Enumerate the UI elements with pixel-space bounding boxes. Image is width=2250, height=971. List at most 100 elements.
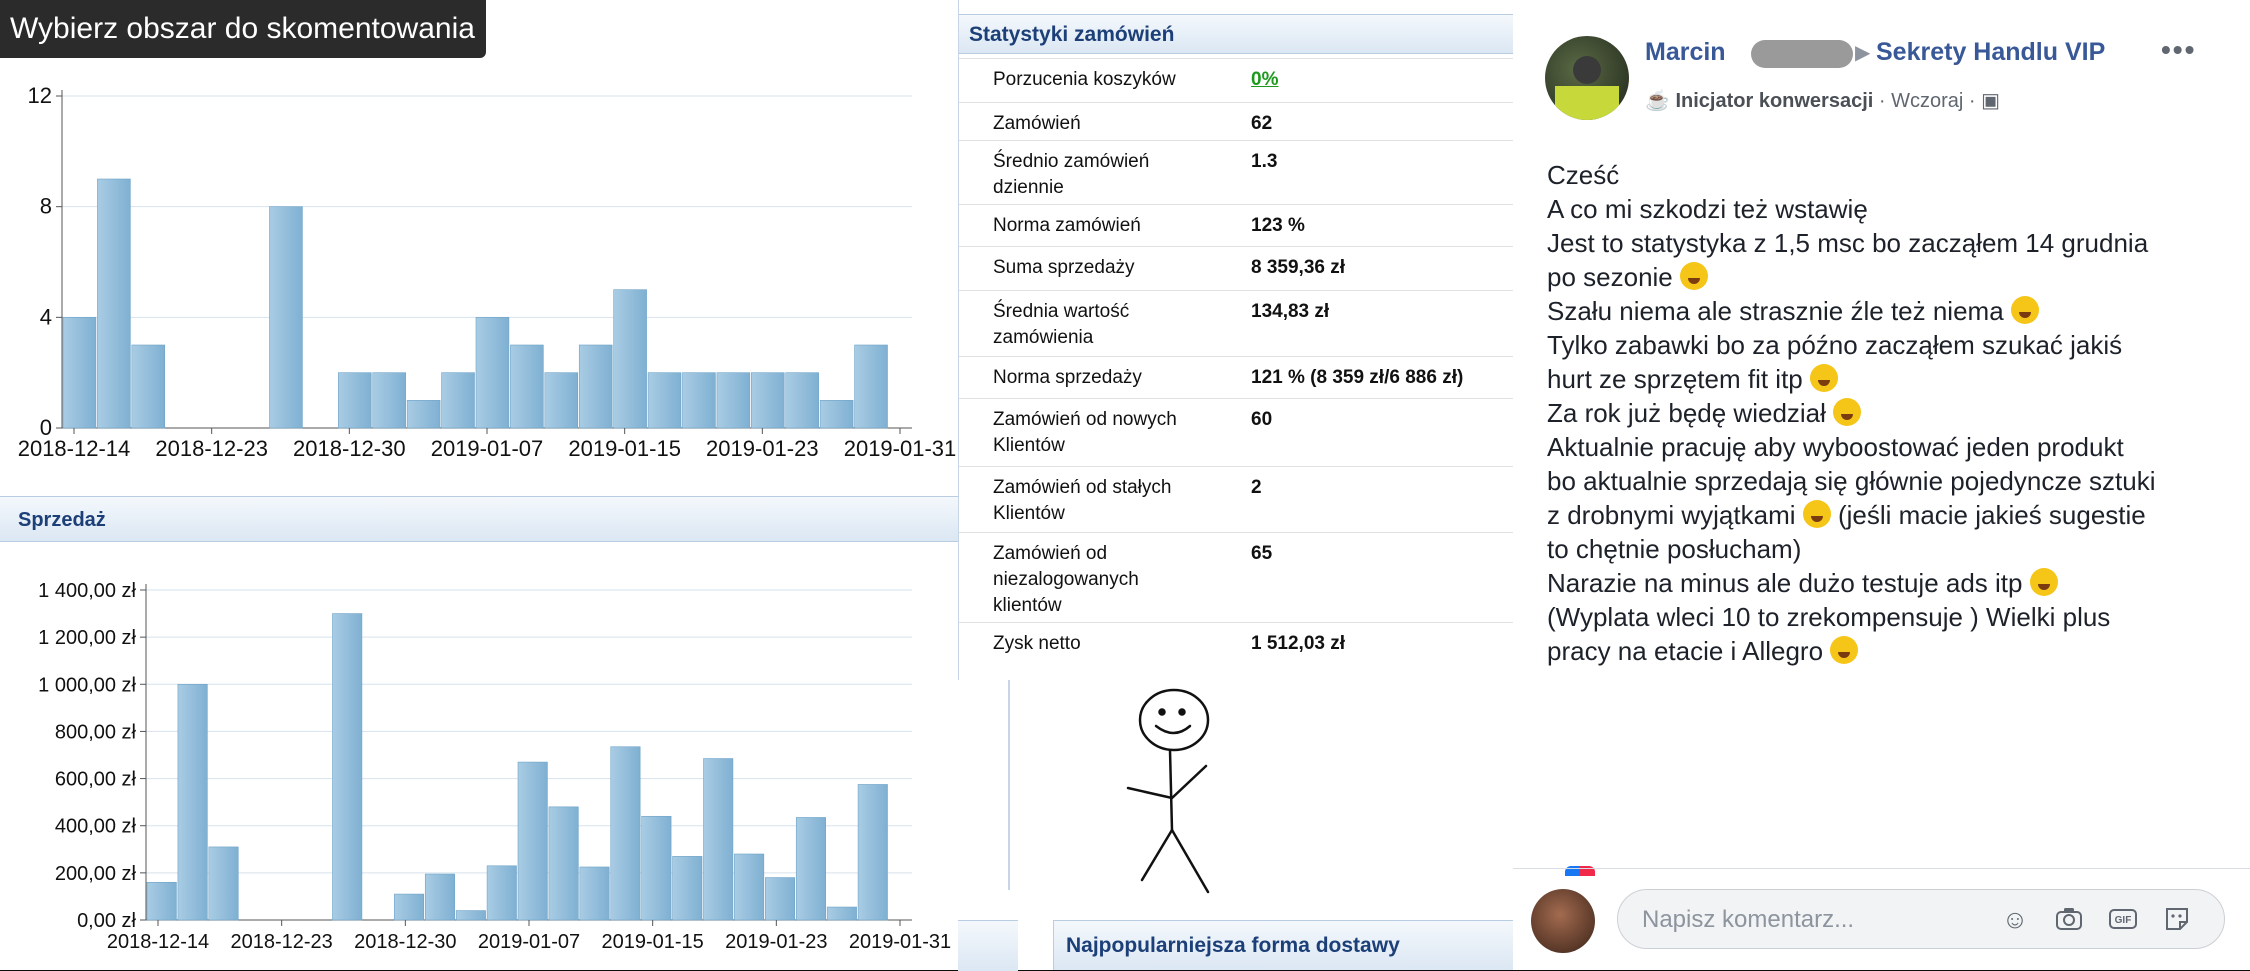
- divider: [1008, 680, 1010, 890]
- post-line: hurt ze sprzętem fit itp: [1547, 362, 2227, 396]
- bar: [475, 317, 510, 429]
- gif-icon[interactable]: GIF: [2106, 902, 2140, 936]
- y-tick-label: 4: [40, 304, 52, 329]
- bar: [455, 910, 486, 921]
- stat-value: 60: [1251, 409, 1273, 430]
- bar: [785, 372, 819, 429]
- bar: [177, 683, 208, 921]
- bar: [332, 613, 363, 921]
- y-tick-label: 1 000,00 zł: [38, 674, 136, 696]
- post-line-text: Szału niema ale strasznie źle też niema: [1547, 296, 2004, 326]
- post-meta: ☕ Inicjator konwersacji · Wczoraj · ▣: [1645, 88, 2000, 113]
- post-line-text: (jeśli macie jakieś sugestie: [1837, 500, 2146, 530]
- x-tick-label: 2019-01-23: [725, 931, 827, 953]
- comment-bar: Napisz komentarz... ☺ GIF: [1513, 868, 2250, 971]
- bar: [62, 317, 97, 429]
- sales-chart: 0,00 zł 200,00 zł 400,00 zł 600,00 zł 800,00…: [38, 580, 951, 953]
- tongue-emoji-icon: [1802, 500, 1831, 528]
- x-tick-label: 2018-12-30: [293, 436, 406, 461]
- author-avatar[interactable]: [1545, 36, 1629, 120]
- group-privacy-icon: ▣: [1981, 90, 2001, 112]
- stat-row: Porzucenia koszyków 0%: [959, 58, 1514, 103]
- author-name[interactable]: Marcin: [1645, 38, 1726, 66]
- x-tick-label: 2019-01-15: [602, 931, 704, 953]
- x-tick-label: 2018-12-23: [231, 931, 333, 953]
- bar: [372, 372, 406, 429]
- stat-row: Zamówień od nowych Klientów 60: [959, 398, 1514, 467]
- bar: [269, 206, 303, 429]
- bar: [703, 758, 734, 921]
- y-tick-label: 1 400,00 zł: [38, 580, 136, 602]
- post-line-text: z drobnymi wyjątkami: [1547, 500, 1796, 530]
- post-line: (Wyplata wleci 10 to zrekompensuje ) Wie…: [1547, 602, 2111, 632]
- bar: [610, 746, 641, 921]
- more-options-icon[interactable]: •••: [2161, 34, 2197, 65]
- post-line: Jest to statystyka z 1,5 msc bo zacząłem…: [1547, 228, 2149, 258]
- stat-label: Średnio zamówień dziennie: [993, 151, 1150, 198]
- stat-value: 123 %: [1251, 215, 1305, 236]
- delivery-panel-title: Najpopularniejsza forma dostawy: [1053, 920, 1513, 970]
- group-name[interactable]: Sekrety Handlu VIP: [1876, 38, 2106, 66]
- camera-icon[interactable]: [2052, 902, 2086, 936]
- y-tick-label: 400,00 zł: [55, 816, 137, 838]
- y-tick-label: 0,00 zł: [77, 910, 136, 932]
- reactions-icon[interactable]: [1565, 866, 1595, 876]
- stat-row: Zysk netto 1 512,03 zł: [959, 622, 1514, 679]
- x-tick-label: 2018-12-23: [155, 436, 268, 461]
- doodle-area: Najpopularniejsza forma dostawy: [958, 680, 1513, 971]
- sticker-icon[interactable]: [2160, 902, 2194, 936]
- x-tick-label: 2019-01-07: [431, 436, 544, 461]
- bar: [394, 893, 425, 921]
- stat-row: Zamówień od niezalogowanych klientów 65: [959, 532, 1514, 623]
- svg-text:GIF: GIF: [2115, 915, 2132, 926]
- post-line: Cześć: [1547, 160, 1620, 190]
- stat-value: 1 512,03 zł: [1251, 633, 1346, 654]
- bar: [751, 372, 785, 429]
- bar: [338, 372, 372, 429]
- stat-label: Zysk netto: [993, 633, 1081, 654]
- stat-label: Suma sprzedaży: [993, 257, 1135, 278]
- stat-row: Norma zamówień 123 %: [959, 204, 1514, 247]
- y-tick-label: 1 200,00 zł: [38, 627, 136, 649]
- bar: [672, 856, 703, 921]
- bar: [146, 881, 177, 921]
- bar: [641, 815, 672, 921]
- bar: [544, 372, 579, 429]
- post-line: pracy na etacie i Allegro: [1547, 634, 2227, 668]
- bar: [734, 853, 765, 921]
- stat-value[interactable]: 0%: [1251, 69, 1279, 90]
- stat-row: Zamówień 62: [959, 102, 1514, 141]
- meta-separator: ·: [1968, 90, 1982, 112]
- stat-value: 8 359,36 zł: [1251, 257, 1346, 278]
- stat-row: Średnio zamówień dziennie 1.3: [959, 140, 1514, 205]
- post-line-text: hurt ze sprzętem fit itp: [1547, 364, 1803, 394]
- stat-value: 65: [1251, 543, 1273, 564]
- bar: [406, 400, 441, 429]
- coffee-icon: ☕: [1645, 90, 1670, 112]
- x-tick-label: 2018-12-14: [107, 931, 209, 953]
- post-line-text: Narazie na minus ale dużo testuje ads it…: [1547, 568, 2023, 598]
- stat-label: Norma sprzedaży: [993, 367, 1142, 388]
- grinning-emoji-icon: [2029, 568, 2058, 596]
- grinning-emoji-icon: [1680, 262, 1708, 290]
- stat-row: Średnia wartość zamówienia 134,83 zł: [959, 290, 1514, 357]
- post-line-text: po sezonie: [1547, 262, 1673, 292]
- tongue-emoji-icon: [2010, 296, 2039, 324]
- x-tick-label: 2019-01-23: [706, 436, 819, 461]
- post-line: Szału niema ale strasznie źle też niema: [1547, 294, 2227, 328]
- stat-row: Norma sprzedaży 121 % (8 359 zł/6 886 zł): [959, 356, 1514, 399]
- stat-value: 2: [1251, 477, 1262, 498]
- x-tick-label: 2018-12-30: [354, 931, 456, 953]
- bar: [424, 873, 455, 921]
- bar: [131, 344, 166, 429]
- emoji-icon[interactable]: ☺: [2001, 904, 2029, 934]
- post-line: A co mi szkodzi też wstawię: [1547, 194, 1868, 224]
- y-tick-label: 600,00 zł: [55, 769, 137, 791]
- stat-label: Zamówień od nowych Klientów: [993, 409, 1177, 456]
- user-avatar: [1531, 889, 1595, 953]
- stat-value: 121 % (8 359 zł/6 886 zł): [1251, 367, 1464, 388]
- comment-input[interactable]: Napisz komentarz... ☺ GIF: [1617, 889, 2225, 949]
- y-tick-label: 0: [40, 415, 52, 440]
- post-time[interactable]: Wczoraj: [1891, 90, 1964, 112]
- delivery-header-left: [958, 920, 1018, 971]
